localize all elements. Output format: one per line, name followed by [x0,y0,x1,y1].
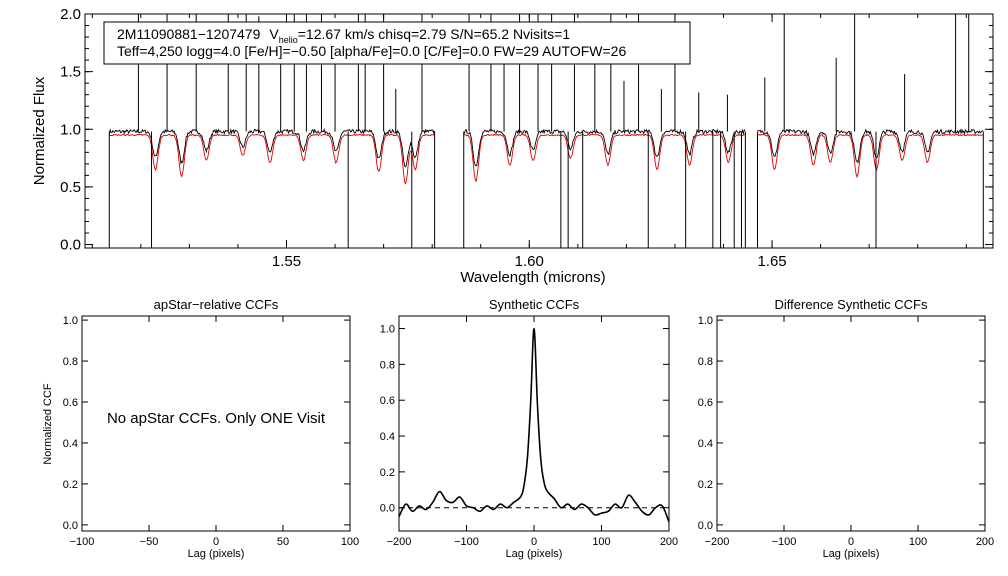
info-line-1-rest: =12.67 km/s chisq=2.79 S/N=65.2 Nvisits=… [298,26,571,42]
difference-ccf-ytick-label: 0.2 [698,479,713,491]
synthetic-ccf-xtick-label: −100 [454,536,479,548]
spectrum-observed-line [108,128,435,168]
synthetic-ccf-ytick-label: 0.2 [380,467,395,479]
spectrum-ytick-label: 1.5 [60,64,81,81]
spectrum-xtick-label: 1.60 [515,253,544,270]
spectrum-x-label: Wavelength (microns) [460,269,605,286]
apstar-ccf-ytick-label: 0.4 [63,438,78,450]
difference-ccf-xtick-label: 0 [848,536,854,548]
spectrum-xtick-label: 1.65 [757,253,786,270]
synthetic-ccf-ytick-label: 0.6 [380,395,395,407]
spectrum-axes-frame [84,13,994,249]
star-id: 2M11090881−1207479 [117,26,261,42]
synthetic-ccf-series [398,327,670,523]
synthetic-ccf-xtick-label: 100 [592,536,610,548]
spectrum-xtick-label: 1.55 [272,253,301,270]
spectrum-model-line [757,133,984,179]
apstar-ccf-ytick-label: 0.0 [63,520,78,532]
synthetic-ccf-line [398,327,670,523]
apstar-ccf-ytick-label: 0.6 [63,397,78,409]
v-helio-subscript: helio [279,35,298,45]
apstar-ccf-title: apStar−relative CCFs [154,297,279,312]
difference-ccf-ytick-label: 1.0 [698,315,713,327]
difference-ccf-ytick-label: 0.4 [698,438,713,450]
spectrum-model-line [463,133,746,182]
apstar-ccf-xtick-label: 0 [213,536,219,548]
spectrum-ytick-label: 0.0 [60,237,81,254]
difference-ccf-title: Difference Synthetic CCFs [775,297,928,312]
apstar-ccf-x-label: Lag (pixels) [188,548,245,560]
spectrum-ytick-label: 1.0 [60,121,81,138]
difference-ccf-ticks: −200 −100 0 100 200 0.0 0.2 0.4 0.6 0.8 1.0 [698,315,994,548]
apstar-ccf-y-label: Normalized CCF [42,383,54,465]
difference-ccf-ytick-label: 0.0 [698,520,713,532]
synthetic-ccf-xtick-label: 0 [531,536,537,548]
synthetic-ccf-panel: Synthetic CCFs −200 −100 0 100 200 0.0 0.2 0.4 0… [380,297,678,560]
v-helio-label: V [269,26,279,42]
apstar-ccf-xtick-label: −100 [70,536,95,548]
apstar-ccf-xtick-label: −50 [140,536,159,548]
apstar-ccf-ytick-label: 0.2 [63,479,78,491]
difference-ccf-xtick-label: 100 [909,536,927,548]
spectrum-ytick-label: 2.0 [60,6,81,23]
info-box [103,21,691,65]
synthetic-ccf-xtick-label: −200 [387,536,412,548]
apstar-ccf-panel: apStar−relative CCFs −100 −50 0 50 100 0.0 0.2… [42,297,359,560]
difference-ccf-x-label: Lag (pixels) [823,548,880,560]
difference-ccf-xtick-label: 200 [976,536,994,548]
apstar-ccf-ytick-label: 0.8 [63,356,78,368]
difference-ccf-ytick-label: 0.6 [698,397,713,409]
apstar-ccf-xtick-label: 50 [277,536,289,548]
spectrum-model-line [109,133,435,185]
spectrum-observed-line [757,128,984,164]
apstar-ccf-ytick-label: 1.0 [63,315,78,327]
synthetic-ccf-xtick-label: 200 [660,536,678,548]
spectrum-observed-line [463,128,746,167]
no-ccf-message: No apStar CCFs. Only ONE Visit [107,410,326,427]
synthetic-ccf-ticks: −200 −100 0 100 200 0.0 0.2 0.4 0.6 0.8 1.0 [380,316,678,548]
info-line-2: Teff=4,250 logg=4.0 [Fe/H]=−0.50 [alpha/… [117,43,626,59]
spectrum-panel: 1.55 1.60 1.65 0.0 0.5 1.0 1.5 2.0 Wavelength (… [31,6,994,286]
difference-ccf-ytick-label: 0.8 [698,356,713,368]
synthetic-ccf-title: Synthetic CCFs [489,297,580,312]
apstar-ccf-xtick-label: 100 [341,536,359,548]
synthetic-ccf-ytick-label: 0.0 [380,503,395,515]
synthetic-ccf-ytick-label: 1.0 [380,324,395,336]
spectrum-ticks: 1.55 1.60 1.65 0.0 0.5 1.0 1.5 2.0 [60,6,993,270]
difference-ccf-panel: Difference Synthetic CCFs −200 −100 0 100 20… [698,297,994,560]
spectrum-ytick-label: 0.5 [60,179,81,196]
synthetic-ccf-ytick-label: 0.8 [380,359,395,371]
difference-ccf-xtick-label: −100 [772,536,797,548]
difference-ccf-xtick-label: −200 [705,536,730,548]
synthetic-ccf-x-label: Lag (pixels) [506,548,563,560]
info-line-1: 2M11090881−1207479 Vhelio=12.67 km/s chis… [117,26,570,45]
spectrum-y-label: Normalized Flux [31,76,48,185]
synthetic-ccf-ytick-label: 0.4 [380,431,395,443]
apstar-ccf-ticks: −100 −50 0 50 100 0.0 0.2 0.4 0.6 0.8 1.0 [63,315,359,548]
